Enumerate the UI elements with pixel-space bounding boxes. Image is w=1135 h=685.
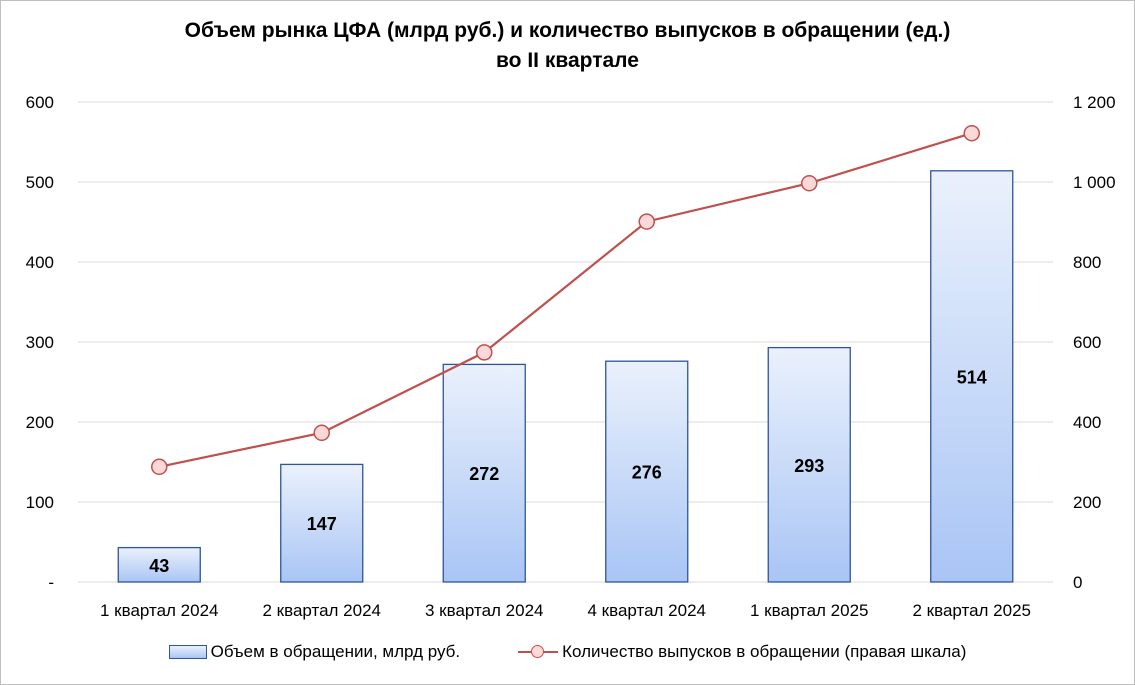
right-tick-label: 400 <box>1073 413 1101 432</box>
legend-item-bars: Объем в обращении, млрд руб. <box>168 642 461 662</box>
legend-label-bars: Объем в обращении, млрд руб. <box>210 642 461 661</box>
left-tick-label: 200 <box>26 413 54 432</box>
left-tick-label: - <box>48 573 54 592</box>
bar-data-label: 272 <box>469 464 499 484</box>
chart-title-line-1: Объем рынка ЦФА (млрд руб.) и количество… <box>184 19 951 42</box>
left-axis-tick-labels: - 100 200 300 400 500 600 <box>26 93 54 592</box>
left-tick-label: 400 <box>26 253 54 272</box>
legend: Объем в обращении, млрд руб. Количество … <box>0 640 1135 664</box>
right-tick-label: 1 000 <box>1073 173 1116 192</box>
line-path <box>159 132 973 468</box>
legend-label-line: Количество выпусков в обращении (правая … <box>562 642 967 661</box>
right-tick-label: 200 <box>1073 493 1101 512</box>
bar-data-label: 43 <box>149 556 169 576</box>
left-tick-label: 300 <box>26 333 54 352</box>
bar <box>767 346 851 583</box>
category-label: 2 квартал 2025 <box>912 601 1031 620</box>
line-point <box>801 174 818 192</box>
bar <box>930 170 1014 583</box>
line-point <box>476 344 493 361</box>
line-point <box>638 213 655 230</box>
bar-data-label: 276 <box>632 463 662 483</box>
right-axis-tick-labels: 0 200 400 600 800 1 000 1 200 <box>1073 93 1116 592</box>
bar-data-label: 147 <box>307 514 337 534</box>
category-axis-labels: 1 квартал 2024 2 квартал 2024 3 квартал 20… <box>100 601 1031 620</box>
chart-title-line-2: во II квартале <box>496 49 639 72</box>
line-point <box>963 124 980 142</box>
legend-bar-swatch <box>168 645 207 659</box>
right-tick-label: 1 200 <box>1073 93 1116 112</box>
left-tick-label: 600 <box>26 93 54 112</box>
line-series <box>151 124 980 476</box>
right-tick-label: 0 <box>1073 573 1082 592</box>
legend-item-line: Количество выпусков в обращении (правая … <box>518 642 966 662</box>
category-label: 4 квартал 2024 <box>587 601 706 620</box>
chart-title: Объем рынка ЦФА (млрд руб.) и количество… <box>0 16 1135 76</box>
left-tick-label: 100 <box>26 493 54 512</box>
gridlines <box>78 101 1053 583</box>
bar <box>442 363 526 583</box>
legend-line-swatch <box>518 645 559 659</box>
category-label: 2 квартал 2024 <box>262 601 381 620</box>
right-tick-label: 600 <box>1073 333 1101 352</box>
right-tick-label: 800 <box>1073 253 1101 272</box>
bar <box>605 360 689 583</box>
line-point <box>151 458 168 476</box>
category-label: 3 квартал 2024 <box>425 601 544 620</box>
bar-data-label: 514 <box>957 367 987 387</box>
bar-data-labels: 43 147 272 276 293 514 <box>149 367 987 575</box>
category-label: 1 квартал 2025 <box>750 601 869 620</box>
category-label: 1 квартал 2024 <box>100 601 219 620</box>
bar <box>280 463 364 583</box>
left-tick-label: 500 <box>26 173 54 192</box>
bar <box>117 546 201 583</box>
bar-data-label: 293 <box>794 456 824 476</box>
bar-series <box>117 170 1014 583</box>
line-point <box>313 424 330 442</box>
